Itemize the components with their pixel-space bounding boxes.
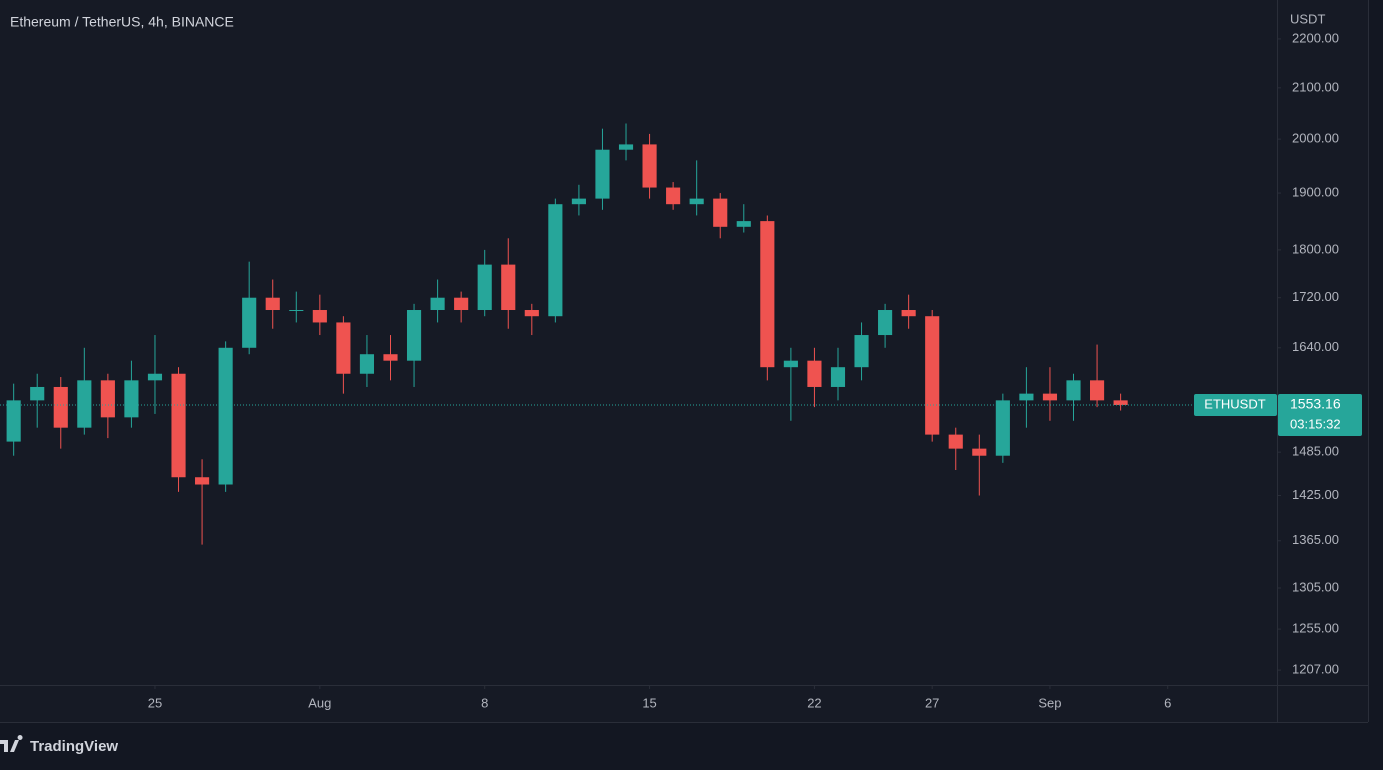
y-tick-label: 2000.00: [1292, 131, 1339, 146]
candle-body: [359, 354, 375, 374]
candle-body: [30, 386, 45, 401]
candle-body: [53, 386, 68, 428]
candle-body: [430, 297, 445, 311]
candle-body: [760, 221, 775, 368]
candle-body: [406, 310, 422, 361]
candle-body: [218, 347, 233, 485]
candle-body: [689, 198, 704, 205]
y-tick-label: 2200.00: [1292, 30, 1339, 45]
candle-body: [77, 380, 92, 428]
x-tick-label: Sep: [1038, 695, 1061, 710]
y-tick-label: 1800.00: [1292, 241, 1339, 256]
currency-label: USDT: [1290, 11, 1325, 26]
y-tick-label: 1425.00: [1292, 487, 1339, 502]
brand-name: TradingView: [30, 738, 118, 755]
candle-body: [242, 297, 257, 348]
candle-body: [571, 198, 586, 205]
candle-body: [736, 221, 751, 227]
candle-body: [925, 316, 940, 435]
y-tick-label: 1640.00: [1292, 339, 1339, 354]
last-price-label: 1553.16: [1290, 396, 1341, 412]
candle-body: [1089, 380, 1105, 401]
candle-body: [901, 310, 916, 317]
x-tick-label: 22: [807, 695, 821, 710]
candle-body: [972, 448, 987, 456]
candle-body: [830, 367, 846, 387]
candle-body: [289, 310, 304, 312]
countdown-label: 03:15:32: [1290, 416, 1341, 431]
y-tick-label: 2100.00: [1292, 79, 1339, 94]
symbol-label: ETHUSDT: [1204, 396, 1265, 411]
candle-body: [171, 373, 186, 478]
y-tick-label: 1365.00: [1292, 532, 1339, 547]
candle-body: [147, 373, 163, 381]
chart-title: Ethereum / TetherUS, 4h, BINANCE: [10, 14, 234, 30]
candle-body: [618, 144, 634, 150]
candle-body: [6, 400, 21, 442]
candle-body: [666, 187, 681, 205]
candle-body: [995, 400, 1010, 456]
x-tick-label: Aug: [308, 695, 331, 710]
candle-body: [807, 360, 822, 387]
candle-body: [454, 297, 469, 311]
candle-body: [1113, 400, 1128, 405]
x-tick-label: 8: [481, 695, 488, 710]
candle-body: [100, 380, 115, 418]
price-badge: [1278, 393, 1362, 436]
candle-body: [642, 144, 657, 188]
candle-body: [713, 198, 728, 227]
candle-body: [948, 434, 963, 449]
chart-pane: [0, 0, 1368, 722]
candle-body: [195, 477, 210, 485]
x-tick-label: 15: [642, 695, 656, 710]
y-tick-label: 1207.00: [1292, 662, 1339, 677]
symbol-badge: [1194, 393, 1277, 416]
candle-body: [783, 360, 798, 368]
y-tick-label: 1305.00: [1292, 579, 1339, 594]
candle-body: [1066, 380, 1081, 401]
y-tick-label: 1255.00: [1292, 621, 1339, 636]
y-tick-label: 1485.00: [1292, 444, 1339, 459]
x-tick-label: 25: [148, 695, 162, 710]
candle-body: [265, 297, 280, 311]
candle-body: [124, 380, 139, 418]
candle-body: [383, 354, 398, 361]
candle-body: [854, 335, 869, 368]
candle-body: [595, 149, 610, 199]
candle-body: [1042, 393, 1058, 401]
candle-body: [1019, 393, 1034, 401]
candle-body: [477, 264, 492, 311]
candle-body: [548, 204, 563, 317]
candle-body: [312, 310, 327, 323]
logo: TradingView: [0, 735, 118, 755]
candle-body: [501, 264, 516, 311]
y-tick-label: 1720.00: [1292, 289, 1339, 304]
x-tick-label: 27: [925, 695, 939, 710]
candle-body: [336, 322, 351, 374]
candle-body: [878, 310, 893, 336]
x-tick-label: 6: [1164, 695, 1171, 710]
logo-icon: [0, 735, 23, 752]
y-tick-label: 1900.00: [1292, 185, 1339, 200]
candle-body: [524, 310, 539, 317]
